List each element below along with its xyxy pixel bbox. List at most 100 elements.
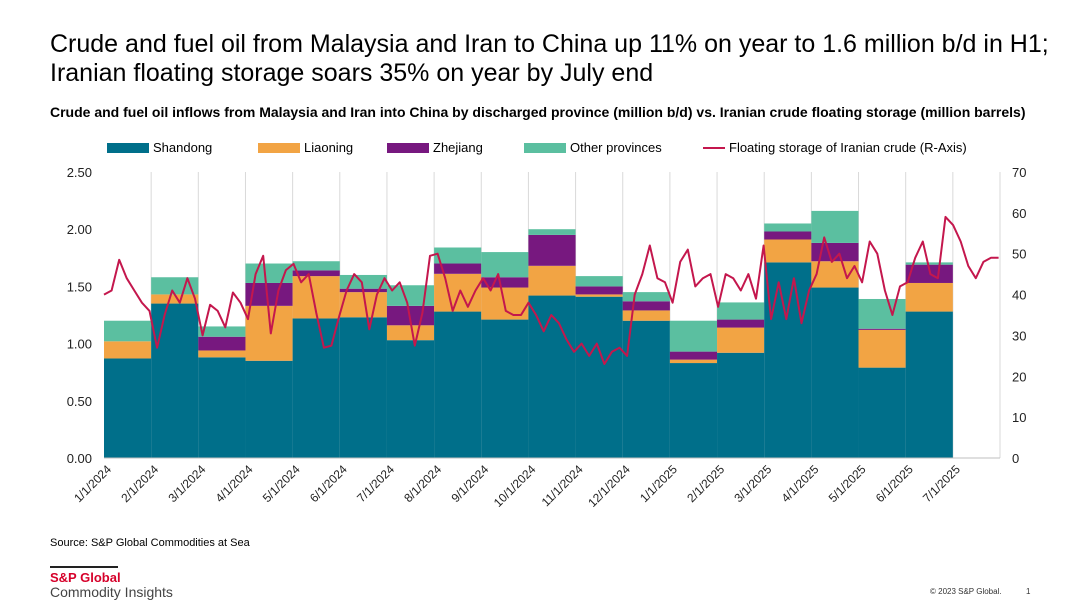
bar-liaoning: [151, 294, 199, 304]
legend-item-zhejiang: Zhejiang: [387, 140, 483, 155]
bar-shandong: [575, 296, 623, 458]
y-right-tick-label: 0: [1012, 451, 1019, 466]
bar-liaoning: [905, 282, 953, 312]
bar-shandong: [528, 295, 576, 458]
legend-label: Zhejiang: [433, 140, 483, 155]
copyright: © 2023 S&P Global.: [930, 587, 1002, 596]
bar-zhejiang: [198, 336, 246, 351]
bar-shandong: [151, 303, 199, 458]
logo-rule: [50, 566, 118, 568]
y-right-tick-label: 40: [1012, 288, 1026, 303]
bar-zhejiang: [905, 264, 953, 283]
bar-liaoning: [386, 325, 435, 341]
bar-shandong: [717, 352, 765, 458]
legend-label: Liaoning: [304, 140, 354, 155]
bar-shandong: [811, 287, 859, 458]
bar-other-provinces: [481, 252, 529, 278]
bar-shandong: [905, 311, 953, 458]
bar-liaoning: [575, 294, 623, 297]
bar-liaoning: [764, 239, 812, 263]
y-right-tick-label: 10: [1012, 410, 1026, 425]
x-tick-label: 7/1/2024: [354, 462, 397, 505]
x-tick-label: 2/1/2025: [684, 462, 727, 505]
legend-label: Floating storage of Iranian crude (R-Axi…: [729, 140, 967, 155]
y-left-tick-label: 1.50: [67, 279, 92, 294]
bar-other-provinces: [905, 262, 953, 265]
bar-liaoning: [528, 265, 576, 296]
x-tick-label: 2/1/2024: [118, 462, 161, 505]
bar-other-provinces: [811, 210, 859, 243]
legend-item-other-provinces: Other provinces: [524, 140, 662, 155]
bar-shandong: [481, 319, 529, 458]
bar-shandong: [622, 320, 670, 458]
y-right-tick-label: 70: [1012, 165, 1026, 180]
bar-other-provinces: [434, 247, 482, 264]
page-number: 1: [1026, 587, 1031, 596]
legend-swatch: [703, 146, 725, 149]
y-left-tick-label: 0.50: [67, 394, 92, 409]
x-tick-label: 6/1/2024: [307, 462, 350, 505]
x-tick-label: 3/1/2024: [166, 462, 209, 505]
x-tick-label: 4/1/2025: [779, 462, 822, 505]
bar-liaoning: [669, 359, 718, 364]
x-tick-label: 11/1/2024: [539, 462, 586, 509]
bar-other-provinces: [575, 276, 623, 287]
bar-other-provinces: [764, 223, 812, 232]
source-note: Source: S&P Global Commodities at Sea: [50, 537, 250, 549]
bar-shandong: [104, 358, 152, 458]
chart-subtitle: Crude and fuel oil inflows from Malaysia…: [50, 104, 1026, 120]
y-right-tick-label: 60: [1012, 206, 1026, 221]
slide-title: Crude and fuel oil from Malaysia and Ira…: [50, 30, 1049, 87]
y-left-tick-label: 2.00: [67, 222, 92, 237]
y-right-tick-label: 20: [1012, 369, 1026, 384]
bar-other-provinces: [528, 229, 576, 235]
y-left-tick-label: 0.00: [67, 451, 92, 466]
floating-storage-line: [103, 215, 999, 365]
bar-shandong: [386, 340, 435, 458]
x-tick-label: 6/1/2025: [873, 462, 916, 505]
bar-zhejiang: [292, 270, 340, 277]
bar-shandong: [669, 363, 718, 458]
x-tick-label: 7/1/2025: [920, 462, 963, 505]
bar-zhejiang: [669, 351, 718, 360]
x-tick-label: 10/1/2024: [491, 462, 539, 510]
sp-global-logo: S&P Global Commodity Insights: [50, 566, 173, 601]
logo-subtitle: Commodity Insights: [50, 584, 173, 600]
y-right-tick-label: 50: [1012, 247, 1026, 262]
bar-other-provinces: [622, 292, 670, 302]
y-right-tick-label: 30: [1012, 328, 1026, 343]
y-left-tick-label: 1.00: [67, 337, 92, 352]
legend-swatch: [258, 142, 300, 153]
bar-shandong: [858, 367, 906, 458]
x-tick-label: 1/1/2025: [637, 462, 680, 505]
bar-other-provinces: [717, 302, 765, 320]
legend-item-floating-storage: Floating storage of Iranian crude (R-Axi…: [703, 140, 967, 155]
legend-swatch: [524, 142, 566, 153]
chart-legend: Shandong Liaoning Zhejiang Other provinc…: [0, 140, 1080, 156]
bar-zhejiang: [434, 263, 482, 274]
bar-other-provinces: [198, 326, 246, 337]
x-tick-label: 8/1/2024: [401, 462, 444, 505]
bar-shandong: [198, 357, 246, 458]
logo-brand: S&P Global: [50, 570, 121, 585]
bar-zhejiang: [717, 319, 765, 328]
legend-item-liaoning: Liaoning: [258, 140, 353, 155]
bar-other-provinces: [858, 298, 906, 329]
x-tick-label: 4/1/2024: [213, 462, 256, 505]
bar-zhejiang: [858, 328, 906, 330]
bar-shandong: [245, 360, 293, 458]
bar-zhejiang: [811, 242, 859, 262]
bar-other-provinces: [104, 320, 152, 342]
x-tick-label: 1/1/2024: [71, 462, 114, 505]
x-tick-label: 3/1/2025: [731, 462, 774, 505]
bar-zhejiang: [622, 301, 670, 311]
bar-liaoning: [104, 341, 152, 359]
legend-swatch: [387, 142, 429, 153]
bar-shandong: [339, 317, 387, 458]
x-tick-label: 5/1/2024: [260, 462, 303, 505]
y-left-tick-label: 2.50: [67, 165, 92, 180]
bar-other-provinces: [386, 285, 435, 306]
bar-zhejiang: [528, 234, 576, 266]
